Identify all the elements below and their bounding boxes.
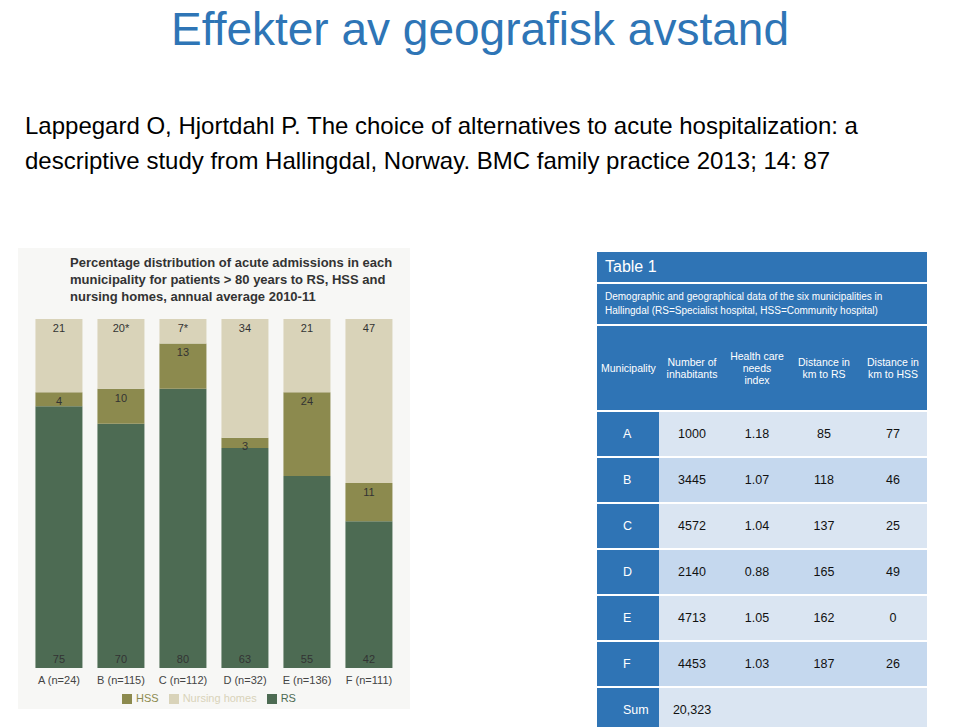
- html-text:1.03: 1.03: [744, 657, 770, 671]
- svg-text:13: 13: [177, 346, 189, 358]
- html-text:46: 46: [886, 473, 900, 487]
- html-text:Number of inhabitants: Number of inhabitants: [666, 356, 718, 380]
- svg-text:11: 11: [363, 486, 374, 498]
- svg-text:D (n=32): D (n=32): [223, 674, 266, 686]
- svg-text:A (n=24): A (n=24): [38, 674, 80, 686]
- svg-text:20*: 20*: [113, 322, 130, 334]
- html-text:85: 85: [817, 427, 831, 441]
- svg-text:10: 10: [115, 392, 127, 404]
- html-text:Health care needs index: Health care needs index: [730, 350, 784, 386]
- svg-text:42: 42: [363, 653, 375, 665]
- html-text:Sum: Sum: [623, 703, 649, 717]
- html-text:descriptive study from Halling: descriptive study from Hallingdal, Norwa…: [25, 147, 831, 174]
- html-text:Distance in km to RS: Distance in km to RS: [798, 356, 850, 380]
- svg-text:75: 75: [53, 653, 65, 665]
- html-text:Percentage distribution of acu: Percentage distribution of acute admissi…: [70, 255, 393, 304]
- html-text:C: C: [623, 519, 632, 533]
- html-text:0.88: 0.88: [744, 565, 770, 579]
- html-text:B: B: [623, 473, 632, 487]
- html-text:1.07: 1.07: [744, 473, 770, 487]
- html-text:D: D: [623, 565, 632, 579]
- html-text:2140: 2140: [678, 565, 706, 579]
- html-text:Nursing homes: Nursing homes: [182, 691, 257, 704]
- svg-text:21: 21: [53, 322, 65, 334]
- html-text:1000: 1000: [678, 427, 706, 441]
- svg-text:47: 47: [363, 322, 375, 334]
- html-text:4713: 4713: [678, 611, 706, 625]
- svg-text:34: 34: [239, 322, 251, 334]
- svg-text:21: 21: [301, 322, 313, 334]
- html-text:Municipality: Municipality: [601, 362, 656, 374]
- html-text:1.18: 1.18: [744, 427, 770, 441]
- html-text:26: 26: [886, 657, 900, 671]
- html-text:Effekter av geografisk avstand: Effekter av geografisk avstand: [171, 3, 789, 55]
- html-text:25: 25: [886, 519, 900, 533]
- html-text:1.05: 1.05: [744, 611, 770, 625]
- svg-text:7*: 7*: [178, 322, 189, 334]
- svg-text:C (n=112): C (n=112): [159, 674, 207, 686]
- html-text:165: 165: [813, 565, 835, 579]
- svg-text:24: 24: [301, 395, 313, 407]
- html-text:F: F: [623, 657, 631, 671]
- html-text:3445: 3445: [678, 473, 706, 487]
- html-text:20,323: 20,323: [672, 703, 712, 717]
- html-text:77: 77: [886, 427, 900, 441]
- svg-text:70: 70: [115, 653, 127, 665]
- svg-text:B (n=115): B (n=115): [97, 674, 145, 686]
- svg-text:3: 3: [242, 440, 248, 452]
- html-text:HSS: HSS: [136, 691, 159, 704]
- svg-text:E (n=136): E (n=136): [283, 674, 332, 686]
- html-text:1.04: 1.04: [744, 519, 770, 533]
- svg-text:55: 55: [301, 653, 313, 665]
- html-text:E: E: [623, 611, 632, 625]
- html-text:49: 49: [886, 565, 900, 579]
- html-text:162: 162: [813, 611, 835, 625]
- html-text:Demographic and geographical d: Demographic and geographical data of the…: [605, 291, 883, 316]
- html-text:4572: 4572: [678, 519, 706, 533]
- html-text:4453: 4453: [678, 657, 706, 671]
- html-text:RS: RS: [280, 691, 296, 704]
- svg-text:4: 4: [56, 395, 62, 407]
- html-text:0: 0: [889, 611, 897, 625]
- svg-text:80: 80: [177, 653, 189, 665]
- html-text:187: 187: [813, 657, 835, 671]
- html-text:118: 118: [814, 473, 834, 487]
- html-text:Table 1: Table 1: [605, 258, 657, 275]
- html-text:Distance in km to HSS: Distance in km to HSS: [867, 356, 919, 380]
- svg-text:F (n=111): F (n=111): [346, 674, 392, 686]
- html-text:Lappegard O, Hjortdahl P. The: Lappegard O, Hjortdahl P. The choice of …: [25, 112, 858, 139]
- html-text:A: A: [623, 427, 632, 441]
- html-text:137: 137: [813, 519, 835, 533]
- svg-text:63: 63: [239, 653, 251, 665]
